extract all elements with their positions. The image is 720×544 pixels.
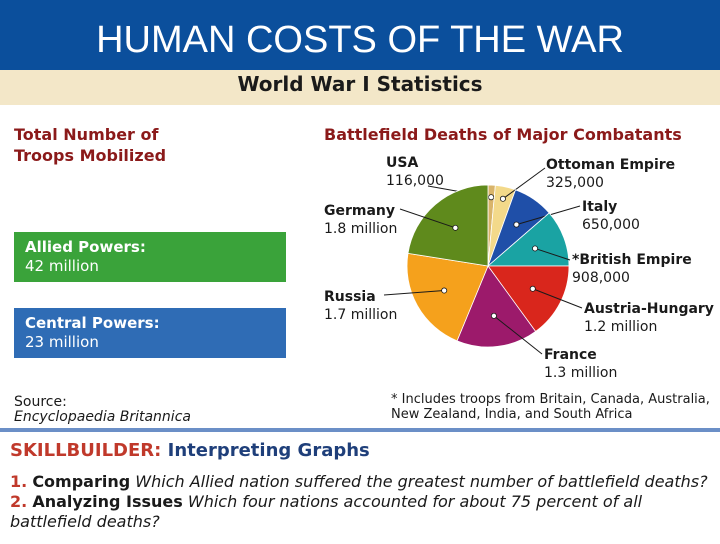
leader-line [532,288,583,309]
pie-slice-russia [406,252,489,342]
slice-label: USA 116,000 [386,154,444,190]
slice-value: 116,000 [386,173,444,189]
question-1-text: Which Allied nation suffered the greates… [135,472,708,491]
leader-line [493,315,543,355]
leader-line [399,208,456,229]
statistics-card: World War I Statistics Total Number of T… [0,70,720,544]
leader-line [534,247,571,261]
slice-name: Germany [324,203,396,219]
slice-value: 1.8 million [324,221,398,237]
leader-dot [488,194,495,201]
leader-line [383,290,445,296]
slice-name: Austria-Hungary [584,301,714,317]
leader-dot [529,285,536,292]
skillbuilder-title: SKILLBUILDER: Interpreting Graphs [10,440,370,461]
leader-dot [452,224,459,231]
slide-title: HUMAN COSTS OF THE WAR [0,0,720,70]
central-powers-box: Central Powers: 23 million [14,308,286,358]
question-2-number: 2. [10,492,28,511]
slice-name: Russia [324,289,376,305]
chart-title: Battlefield Deaths of Major Combatants [324,125,682,144]
slice-label: Austria-Hungary 1.2 million [584,300,714,336]
slice-value: 1.2 million [584,319,658,335]
slice-label: Russia 1.7 million [324,288,397,324]
slice-value: 908,000 [572,270,630,286]
question-2: 2. Analyzing Issues Which four nations a… [10,492,710,532]
pie-slice-france [456,265,537,348]
leader-line [502,167,546,200]
question-1: 1. Comparing Which Allied nation suffere… [10,472,710,492]
skillbuilder-subtitle: Interpreting Graphs [167,440,370,461]
allied-label: Allied Powers: [25,238,146,256]
slice-name: USA [386,155,419,171]
card-title: World War I Statistics [237,72,483,96]
slice-name: *British Empire [572,252,692,268]
troops-title: Total Number of Troops Mobilized [14,125,167,165]
pie-slice-austria-hungary [487,265,570,333]
skillbuilder-label: SKILLBUILDER: [10,440,162,461]
slice-label: Italy 650,000 [582,198,640,234]
skillbuilder-panel: SKILLBUILDER: Interpreting Graphs 1. Com… [0,428,720,544]
slice-value: 325,000 [546,175,604,191]
card-header: World War I Statistics [0,70,720,105]
slice-label: Germany 1.8 million [324,202,397,238]
slice-name: Ottoman Empire [546,157,676,173]
source-text: Encyclopaedia Britannica [14,409,191,425]
central-label: Central Powers: [25,314,160,332]
question-1-number: 1. [10,472,28,491]
slice-name: France [544,347,597,363]
slice-value: 1.7 million [324,307,398,323]
slice-value: 650,000 [582,217,640,233]
slice-label: France 1.3 million [544,346,617,382]
leader-dot [499,195,506,202]
footnote: * Includes troops from Britain, Canada, … [391,392,710,422]
source-label: Source: [14,394,67,410]
allied-powers-box: Allied Powers: 42 million [14,232,286,282]
central-value: 23 million [25,333,99,351]
slice-label: Ottoman Empire 325,000 [546,156,675,192]
leader-dot [513,221,520,228]
leader-dot [441,287,448,294]
slice-label: *British Empire 908,000 [572,251,692,287]
leader-dot [532,245,539,252]
allied-value: 42 million [25,257,99,275]
question-2-lead: Analyzing Issues [32,492,183,511]
question-1-lead: Comparing [32,472,131,491]
slice-value: 1.3 million [544,365,618,381]
slice-name: Italy [582,199,618,215]
question-2-text: Which four nations accounted for about 7… [10,492,643,531]
leader-dot [490,312,497,319]
pie-chart [383,167,583,355]
